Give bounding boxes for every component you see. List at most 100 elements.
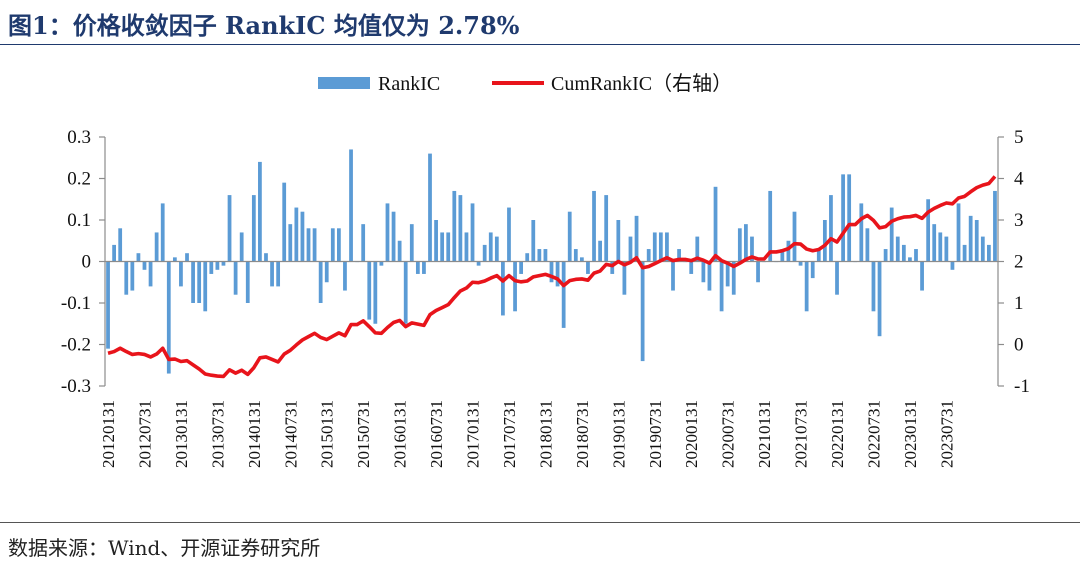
rankic-bar <box>397 240 402 262</box>
rankic-bar <box>768 190 773 262</box>
rankic-bar <box>239 232 244 262</box>
rankic-bar <box>312 228 317 262</box>
left-tick-label: 0.2 <box>67 169 91 190</box>
rankic-bar <box>142 261 147 270</box>
rankic-bar <box>725 261 730 287</box>
rankic-bar <box>889 207 894 262</box>
rankic-bar <box>482 244 487 262</box>
x-tick-label: 20230731 <box>937 400 956 468</box>
x-tick-label: 20190731 <box>646 400 665 468</box>
rankic-bar <box>136 253 141 262</box>
rankic-bar <box>677 249 681 262</box>
x-tick-label: 20180731 <box>573 400 592 468</box>
rankic-bar <box>306 228 311 262</box>
x-axis: 20120131 20120731 20130131 20130731 20140131… <box>99 400 956 468</box>
rankic-bar <box>598 240 602 262</box>
rankic-bar <box>695 236 700 262</box>
x-tick-label: 20200131 <box>682 400 701 468</box>
rankic-bar <box>567 211 572 262</box>
rankic-bar <box>179 261 183 287</box>
rankic-bar <box>901 244 906 262</box>
rankic-bar <box>719 261 724 312</box>
rankic-bar <box>124 261 129 295</box>
rankic-bar <box>980 236 985 262</box>
legend-label-cumrankic: CumRankIC（右轴） <box>551 72 732 95</box>
left-tick-label: 0.3 <box>67 127 91 148</box>
rankic-bar <box>926 199 931 262</box>
rankic-bar <box>920 261 924 291</box>
rankic-bar <box>519 261 524 274</box>
rankic-bar <box>865 228 870 262</box>
rankic-bar <box>780 249 785 262</box>
x-tick-label: 20210731 <box>792 400 811 468</box>
x-tick-label: 20130731 <box>208 400 227 468</box>
rankic-bar <box>713 186 718 262</box>
footer-divider <box>0 522 1080 523</box>
rankic-bar <box>956 203 961 262</box>
rankic-bar <box>434 220 438 262</box>
rankic-bar <box>737 228 742 262</box>
left-tick-label: -0.1 <box>61 293 91 314</box>
rankic-bar <box>810 261 815 279</box>
rankic-bar <box>555 261 560 287</box>
rankic-bar <box>798 261 803 266</box>
rankic-bar <box>318 261 323 303</box>
rankic-bar <box>756 261 760 283</box>
rankic-bar <box>579 257 584 262</box>
x-tick-label: 20200731 <box>719 400 738 468</box>
rankic-bar <box>507 207 511 262</box>
rankic-bar <box>652 232 657 262</box>
rankic-bar <box>804 261 809 312</box>
rankic-bar <box>264 253 268 262</box>
x-tick-label: 20230131 <box>901 400 920 468</box>
rankic-bar <box>968 215 973 262</box>
rankic-bar <box>944 236 949 262</box>
rankic-bar <box>276 261 281 287</box>
x-tick-label: 20140131 <box>245 400 264 468</box>
right-tick-label: 1 <box>1014 293 1024 314</box>
rankic-bar <box>209 261 214 274</box>
rankic-bar <box>415 261 420 274</box>
rankic-bar <box>172 257 177 262</box>
rankic-bar <box>294 207 299 262</box>
rankic-bar <box>592 190 596 262</box>
legend-swatch-rankic <box>318 77 370 89</box>
rankic-bar <box>452 190 457 262</box>
x-tick-label: 20130131 <box>172 400 191 468</box>
rankic-bar <box>707 261 712 291</box>
chart: RankIC CumRankIC（右轴） 0.3 0.2 0.1 0 -0.1 -0.2 -… <box>61 72 1030 468</box>
rankic-bar <box>148 261 153 287</box>
rankic-bar <box>464 232 469 262</box>
rankic-bar <box>494 236 499 262</box>
rankic-bar <box>640 261 645 362</box>
rankic-bar <box>300 211 305 262</box>
rankic-bar <box>391 211 396 262</box>
x-tick-label: 20220731 <box>864 400 883 468</box>
x-tick-label: 20180131 <box>536 400 555 468</box>
right-tick-label: 0 <box>1014 335 1024 356</box>
rankic-bar <box>883 249 888 262</box>
rankic-bar <box>373 261 378 324</box>
rankic-bar <box>646 249 651 262</box>
x-tick-label: 20120131 <box>99 400 118 468</box>
rankic-bar <box>166 261 171 374</box>
rankic-bar <box>525 253 530 262</box>
rankic-bar <box>932 224 937 262</box>
left-tick-label: 0 <box>82 252 92 273</box>
rankic-bar <box>270 261 274 287</box>
rankic-bar <box>288 224 293 262</box>
rankic-bar <box>428 153 432 262</box>
rankic-bar <box>409 224 414 262</box>
rankic-bar <box>689 261 694 274</box>
rankic-bar <box>446 232 451 262</box>
rankic-bar <box>816 249 821 262</box>
rankic-bar <box>908 257 912 262</box>
rankic-bar <box>561 261 566 328</box>
left-tick-label: -0.2 <box>61 335 91 356</box>
rankic-bar <box>440 232 445 262</box>
rankic-bar <box>750 236 754 262</box>
rankic-bar <box>112 244 116 262</box>
rankic-bar <box>701 261 706 283</box>
rankic-bar <box>476 261 481 266</box>
x-tick-label: 20150131 <box>318 400 337 468</box>
